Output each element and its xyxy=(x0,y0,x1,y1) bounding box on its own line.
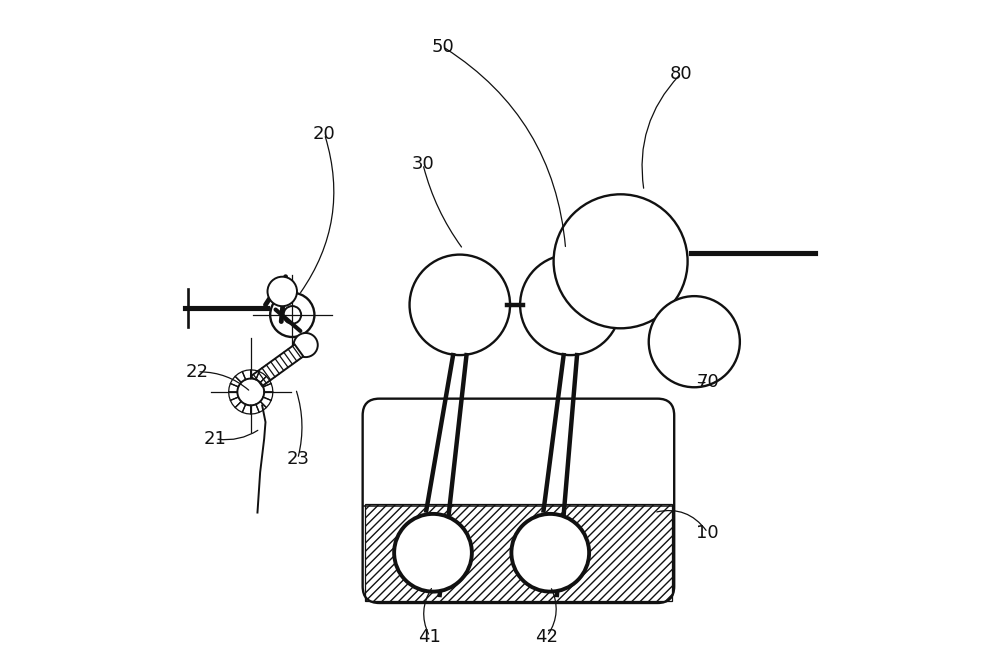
Text: 70: 70 xyxy=(696,373,719,391)
Circle shape xyxy=(410,255,510,355)
Text: 50: 50 xyxy=(432,38,454,56)
Polygon shape xyxy=(251,344,303,388)
Text: 21: 21 xyxy=(204,430,227,448)
Bar xyxy=(365,504,672,601)
Circle shape xyxy=(394,514,472,592)
Circle shape xyxy=(294,333,318,357)
Text: 22: 22 xyxy=(186,363,209,381)
Text: 42: 42 xyxy=(535,628,558,645)
Text: 23: 23 xyxy=(286,450,309,468)
Circle shape xyxy=(283,306,301,324)
Circle shape xyxy=(237,379,264,405)
Circle shape xyxy=(511,514,589,592)
Text: 41: 41 xyxy=(418,628,441,645)
Circle shape xyxy=(649,296,740,387)
Circle shape xyxy=(270,293,314,337)
Text: 80: 80 xyxy=(670,65,692,82)
Text: 20: 20 xyxy=(313,125,336,143)
FancyBboxPatch shape xyxy=(363,399,674,603)
Circle shape xyxy=(268,277,297,306)
Circle shape xyxy=(554,194,688,328)
Circle shape xyxy=(520,255,621,355)
Text: 30: 30 xyxy=(412,155,434,173)
Text: 10: 10 xyxy=(696,524,719,541)
